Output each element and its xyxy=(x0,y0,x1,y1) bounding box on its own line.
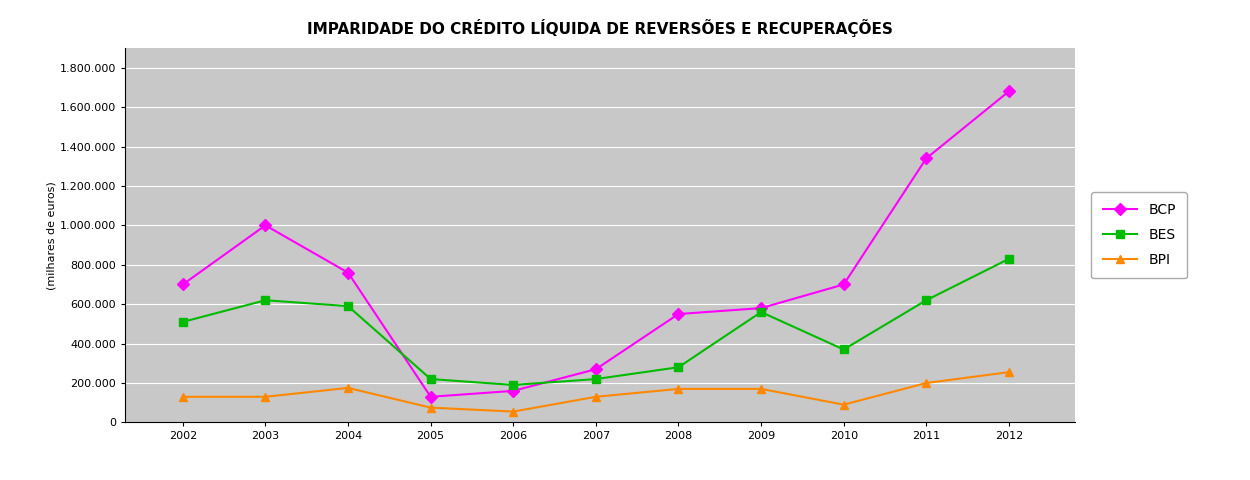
Title: IMPARIDADE DO CRÉDITO LÍQUIDA DE REVERSÕES E RECUPERAÇÕES: IMPARIDADE DO CRÉDITO LÍQUIDA DE REVERSÕ… xyxy=(308,19,892,37)
BES xyxy=(836,347,851,352)
Line: BCP: BCP xyxy=(179,87,1012,401)
Line: BPI: BPI xyxy=(179,368,1012,416)
BCP xyxy=(1001,88,1016,94)
BPI xyxy=(919,380,934,386)
BES xyxy=(919,297,934,303)
BCP xyxy=(754,305,769,311)
BPI xyxy=(836,402,851,408)
BES xyxy=(340,303,355,309)
BPI xyxy=(589,394,604,400)
BCP xyxy=(506,388,521,394)
Y-axis label: (milhares de euros): (milhares de euros) xyxy=(46,181,56,289)
BCP xyxy=(671,311,686,317)
BES xyxy=(589,376,604,382)
BES xyxy=(754,309,769,315)
BCP xyxy=(175,282,190,288)
BCP xyxy=(340,270,355,276)
BCP xyxy=(919,156,934,161)
BPI xyxy=(175,394,190,400)
Legend: BCP, BES, BPI: BCP, BES, BPI xyxy=(1091,192,1188,278)
BPI xyxy=(506,408,521,414)
BPI xyxy=(424,405,439,410)
BPI xyxy=(1001,369,1016,375)
BCP xyxy=(589,366,604,372)
BES xyxy=(1001,256,1016,262)
BES xyxy=(671,364,686,370)
BCP xyxy=(836,282,851,288)
BES xyxy=(175,319,190,325)
BES xyxy=(506,382,521,388)
BCP xyxy=(258,222,272,228)
BES xyxy=(258,297,272,303)
BPI xyxy=(258,394,272,400)
BES xyxy=(424,376,439,382)
BPI xyxy=(340,385,355,391)
BCP xyxy=(424,394,439,400)
Line: BES: BES xyxy=(179,255,1012,389)
BPI xyxy=(754,386,769,392)
BPI xyxy=(671,386,686,392)
